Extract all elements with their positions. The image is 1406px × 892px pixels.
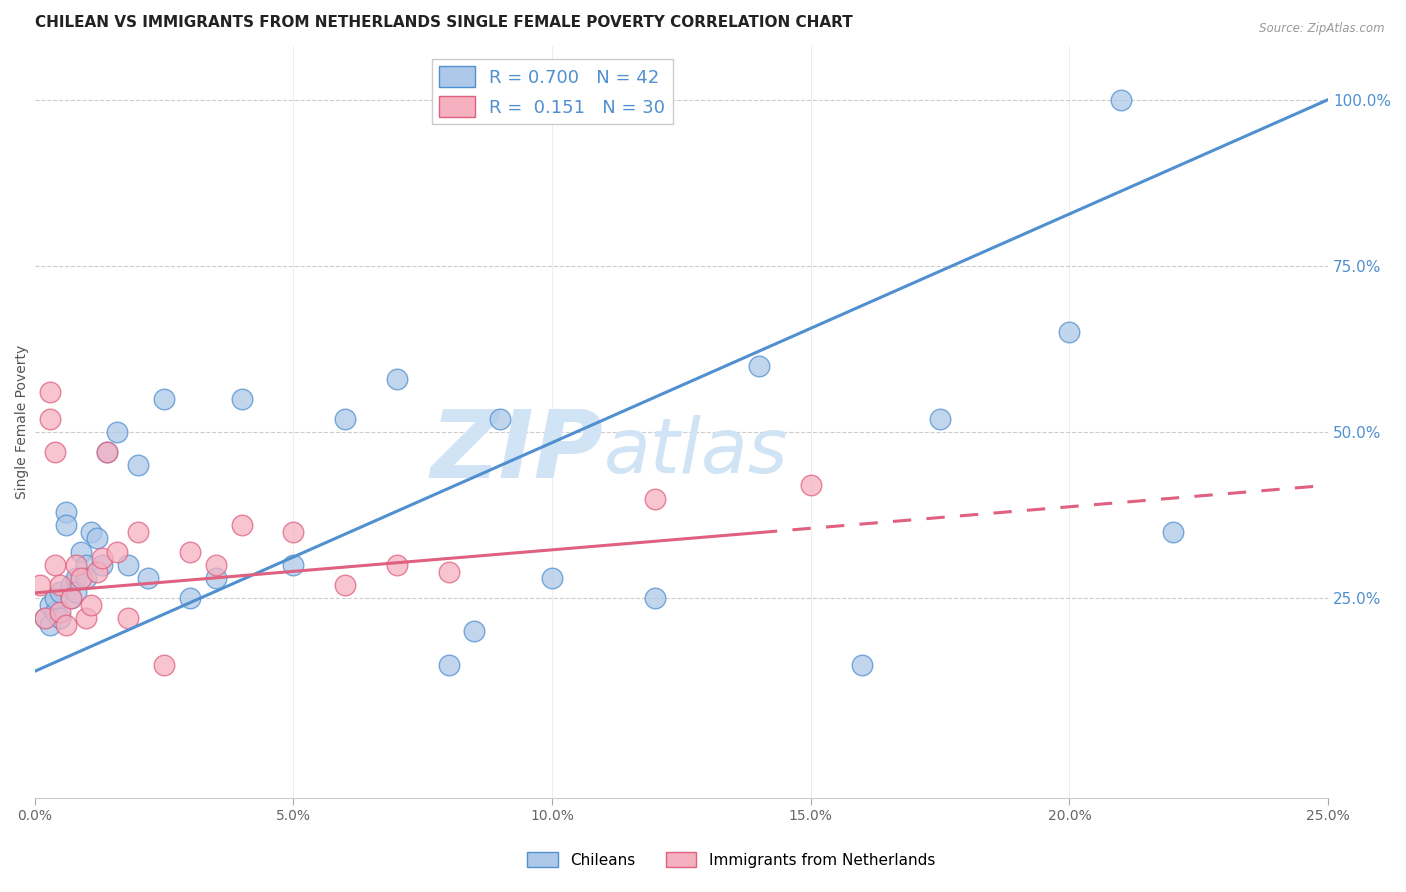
Point [385, 558, 408, 572]
Point [65, 558, 87, 572]
Point [44, 445, 66, 459]
Point [44, 591, 66, 606]
Point [929, 411, 952, 425]
Point [283, 524, 305, 539]
Point [463, 624, 485, 639]
Point [117, 611, 139, 625]
Point [105, 544, 128, 558]
Point [75, 611, 97, 625]
Text: Source: ZipAtlas.com: Source: ZipAtlas.com [1260, 22, 1385, 36]
Point [127, 524, 149, 539]
Point [127, 458, 149, 473]
Point [105, 425, 128, 439]
Point [70, 571, 93, 585]
Point [75, 558, 97, 572]
Point [1059, 326, 1081, 340]
Point [86, 565, 108, 579]
Point [55, 518, 77, 533]
Point [34, 611, 56, 625]
Point [49, 578, 72, 592]
Point [385, 372, 408, 386]
Point [541, 571, 564, 585]
Text: CHILEAN VS IMMIGRANTS FROM NETHERLANDS SINGLE FEMALE POVERTY CORRELATION CHART: CHILEAN VS IMMIGRANTS FROM NETHERLANDS S… [35, 15, 852, 30]
Point [231, 518, 253, 533]
Point [49, 584, 72, 599]
Point [80, 598, 103, 612]
Point [44, 558, 66, 572]
Point [80, 524, 103, 539]
Text: ZIP: ZIP [430, 406, 603, 498]
Point [437, 565, 460, 579]
Point [333, 411, 356, 425]
Point [90, 551, 112, 566]
Point [34, 611, 56, 625]
Point [179, 591, 201, 606]
Point [65, 584, 87, 599]
Point [75, 571, 97, 585]
Point [138, 571, 160, 585]
Point [153, 657, 176, 672]
Point [90, 558, 112, 572]
Point [644, 491, 666, 506]
Point [49, 605, 72, 619]
Point [851, 657, 873, 672]
Text: atlas: atlas [603, 415, 789, 489]
Point [748, 359, 770, 373]
Point [70, 544, 93, 558]
Point [39, 598, 62, 612]
Point [117, 558, 139, 572]
Point [86, 532, 108, 546]
Point [65, 571, 87, 585]
Point [283, 558, 305, 572]
Point [39, 385, 62, 400]
Point [204, 558, 226, 572]
Point [39, 411, 62, 425]
Point [28, 578, 51, 592]
Point [644, 591, 666, 606]
Point [39, 617, 62, 632]
Point [49, 611, 72, 625]
Y-axis label: Single Female Poverty: Single Female Poverty [15, 345, 30, 500]
Point [204, 571, 226, 585]
Point [59, 591, 82, 606]
Point [800, 478, 823, 492]
Point [179, 544, 201, 558]
Point [55, 617, 77, 632]
Point [96, 445, 118, 459]
Point [96, 445, 118, 459]
Legend: R = 0.700   N = 42, R =  0.151   N = 30: R = 0.700 N = 42, R = 0.151 N = 30 [432, 59, 672, 124]
Point [231, 392, 253, 406]
Point [489, 411, 512, 425]
Point [59, 578, 82, 592]
Point [333, 578, 356, 592]
Point [1161, 524, 1184, 539]
Point [437, 657, 460, 672]
Point [55, 505, 77, 519]
Point [44, 605, 66, 619]
Point [1109, 93, 1132, 107]
Point [153, 392, 176, 406]
Point [59, 591, 82, 606]
Legend: Chileans, Immigrants from Netherlands: Chileans, Immigrants from Netherlands [522, 846, 941, 873]
